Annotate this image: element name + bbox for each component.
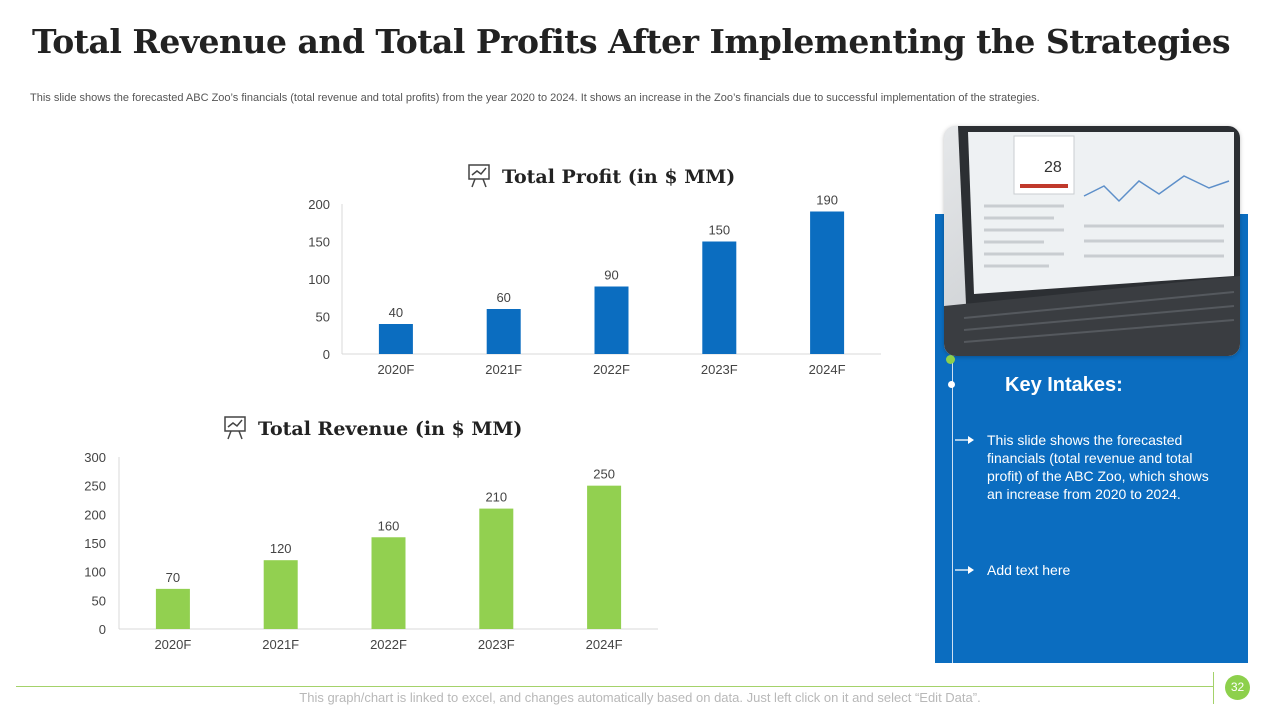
panel-timeline-line xyxy=(952,358,953,663)
revenue-bar xyxy=(263,560,298,629)
footer-divider xyxy=(16,686,1213,687)
profit-data-label: 40 xyxy=(389,305,403,320)
revenue-x-tick-label: 2020F xyxy=(154,637,191,652)
profit-x-tick-label: 2024F xyxy=(809,362,846,377)
profit-y-tick-label: 50 xyxy=(316,310,330,325)
revenue-data-label: 70 xyxy=(166,570,180,585)
revenue-chart-plot: 0 50 100 150 200 250 300 70 2020F 120 2021F 160 2022… xyxy=(84,450,658,652)
profit-bar xyxy=(594,286,629,354)
footer-note: This graph/chart is linked to excel, and… xyxy=(299,690,981,705)
profit-bar xyxy=(378,324,413,354)
laptop-photo: 28 xyxy=(944,126,1240,356)
revenue-bar xyxy=(155,588,190,629)
key-intakes-heading: Key Intakes: xyxy=(1005,374,1123,396)
profit-chart-plot: 0 50 100 150 200 40 2020F 60 2021F 90 2022F 150 2023… xyxy=(308,193,881,377)
profit-data-label: 190 xyxy=(816,193,838,208)
profit-y-tick-label: 150 xyxy=(308,235,330,250)
profit-x-tick-label: 2020F xyxy=(377,362,414,377)
profit-bar xyxy=(810,211,845,354)
revenue-bar xyxy=(587,485,622,629)
revenue-data-label: 250 xyxy=(593,467,615,482)
profit-data-label: 90 xyxy=(604,268,618,283)
revenue-y-tick-label: 50 xyxy=(92,593,106,608)
revenue-x-tick-label: 2022F xyxy=(370,637,407,652)
revenue-chart-icon xyxy=(224,416,246,440)
profit-data-label: 150 xyxy=(708,223,730,238)
revenue-chart: Total Revenue (in $ MM) 0 50 100 150 200 250 3… xyxy=(84,416,658,652)
revenue-chart-title: Total Revenue (in $ MM) xyxy=(258,418,522,440)
revenue-bar xyxy=(479,508,514,629)
profit-chart-title: Total Profit (in $ MM) xyxy=(502,166,735,188)
bullet-arrow-icon xyxy=(955,564,975,576)
profit-chart-icon xyxy=(468,164,490,188)
revenue-y-tick-label: 0 xyxy=(99,622,106,637)
timeline-dot-green xyxy=(946,355,955,364)
revenue-x-tick-label: 2023F xyxy=(478,637,515,652)
profit-x-tick-label: 2022F xyxy=(593,362,630,377)
key-intake-bullet-1: This slide shows the forecasted financia… xyxy=(987,432,1209,502)
profit-chart: Total Profit (in $ MM) 0 50 100 150 200 40 202… xyxy=(308,164,881,377)
profit-data-label: 60 xyxy=(496,290,510,305)
slide-title: Total Revenue and Total Profits After Im… xyxy=(32,22,1231,61)
slide-subtitle: This slide shows the forecasted ABC Zoo’… xyxy=(30,92,1040,104)
profit-y-tick-label: 100 xyxy=(308,272,330,287)
laptop-screen-number: 28 xyxy=(1044,159,1062,176)
profit-bar xyxy=(702,241,737,354)
profit-y-tick-label: 200 xyxy=(308,197,330,212)
revenue-y-tick-label: 150 xyxy=(84,536,106,551)
revenue-y-tick-label: 250 xyxy=(84,479,106,494)
page-number-badge: 32 xyxy=(1225,675,1250,700)
bullet-arrow-icon xyxy=(955,434,975,446)
revenue-data-label: 160 xyxy=(378,518,400,533)
timeline-dot-white xyxy=(948,381,955,388)
revenue-y-tick-label: 300 xyxy=(84,450,106,465)
profit-x-tick-label: 2023F xyxy=(701,362,738,377)
profit-bar xyxy=(486,309,521,354)
key-intake-bullet-2: Add text here xyxy=(987,562,1071,578)
revenue-data-label: 210 xyxy=(485,490,507,505)
profit-x-tick-label: 2021F xyxy=(485,362,522,377)
footer-divider-tick xyxy=(1213,672,1214,704)
revenue-x-tick-label: 2021F xyxy=(262,637,299,652)
revenue-x-tick-label: 2024F xyxy=(586,637,623,652)
revenue-y-tick-label: 200 xyxy=(84,507,106,522)
revenue-data-label: 120 xyxy=(270,541,292,556)
revenue-y-tick-label: 100 xyxy=(84,565,106,580)
profit-y-tick-label: 0 xyxy=(323,347,330,362)
revenue-bar xyxy=(371,537,406,629)
